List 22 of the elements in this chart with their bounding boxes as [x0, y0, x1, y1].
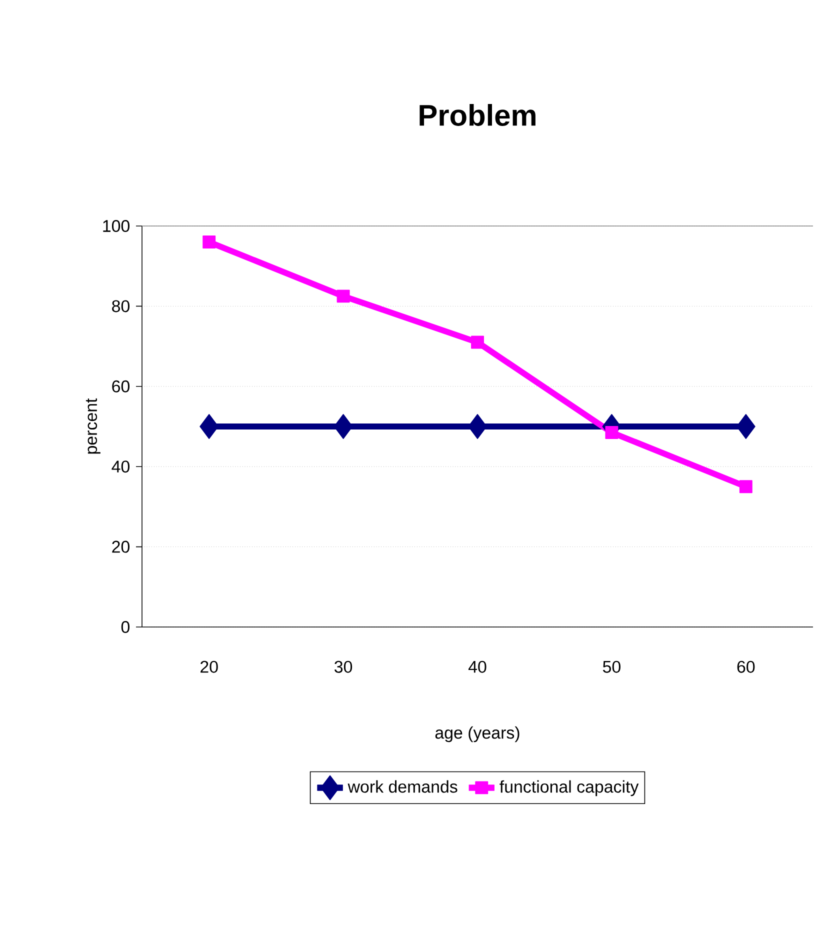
legend-label: work demands [348, 780, 458, 793]
x-tick-label: 40 [468, 660, 486, 673]
y-tick-label: 80 [112, 300, 130, 312]
y-tick-label: 100 [103, 220, 130, 232]
legend-label: functional capacity [500, 780, 639, 796]
x-tick-label: 50 [602, 660, 620, 673]
point [471, 336, 484, 349]
y-tick-label: 40 [112, 460, 130, 473]
y-tick-label: 0 [121, 621, 130, 633]
x-tick-label: 30 [334, 660, 352, 673]
point [202, 236, 216, 249]
point [468, 414, 487, 439]
point [605, 426, 618, 439]
chart-title: Problem [420, 104, 536, 126]
x-axis-title: age (years) [435, 726, 520, 742]
point [336, 290, 350, 303]
y-tick-label: 20 [112, 540, 130, 553]
y-axis-title: percent [86, 398, 100, 454]
point [739, 480, 752, 494]
x-tick-label: 20 [200, 660, 218, 673]
y-tick-label: 60 [112, 380, 130, 392]
x-tick-label: 60 [737, 660, 755, 673]
